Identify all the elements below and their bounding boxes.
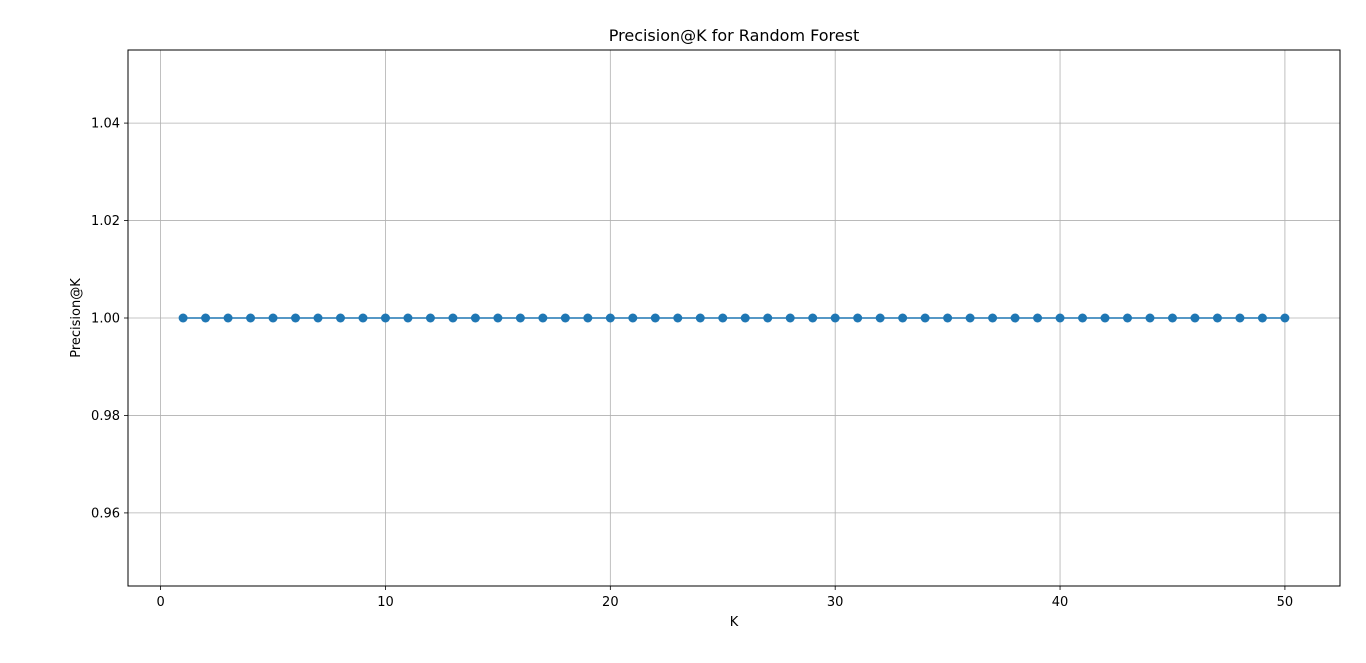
data-point — [740, 313, 750, 323]
data-point — [313, 313, 323, 323]
data-point — [1212, 313, 1222, 323]
data-point — [201, 313, 211, 323]
data-point — [538, 313, 548, 323]
data-point — [403, 313, 413, 323]
data-point — [515, 313, 525, 323]
data-point — [425, 313, 435, 323]
x-tick-label: 20 — [602, 595, 619, 610]
data-point — [965, 313, 975, 323]
data-point — [470, 313, 480, 323]
data-point — [1280, 313, 1290, 323]
data-point — [875, 313, 885, 323]
data-point — [1033, 313, 1043, 323]
data-point — [493, 313, 503, 323]
data-point — [808, 313, 818, 323]
data-point — [1167, 313, 1177, 323]
data-point — [380, 313, 390, 323]
x-axis-label: K — [730, 615, 739, 630]
data-point — [1235, 313, 1245, 323]
data-point — [718, 313, 728, 323]
y-tick-label: 0.98 — [91, 409, 120, 424]
x-tick-label: 10 — [377, 595, 394, 610]
data-point — [1257, 313, 1267, 323]
data-point — [898, 313, 908, 323]
data-point — [335, 313, 345, 323]
x-tick-label: 30 — [827, 595, 844, 610]
data-point — [223, 313, 233, 323]
data-point — [291, 313, 301, 323]
data-point — [358, 313, 368, 323]
series-layer — [178, 313, 1290, 323]
data-point — [560, 313, 570, 323]
data-point — [1055, 313, 1065, 323]
data-point — [673, 313, 683, 323]
data-point — [178, 313, 188, 323]
data-point — [1078, 313, 1088, 323]
data-point — [785, 313, 795, 323]
data-point — [1010, 313, 1020, 323]
y-tick-label: 0.96 — [91, 506, 120, 521]
data-point — [695, 313, 705, 323]
data-point — [605, 313, 615, 323]
x-tick-label: 40 — [1052, 595, 1069, 610]
data-point — [853, 313, 863, 323]
data-point — [268, 313, 278, 323]
data-point — [1190, 313, 1200, 323]
y-tick-label: 1.04 — [91, 117, 120, 132]
data-point — [943, 313, 953, 323]
data-point — [448, 313, 458, 323]
data-point — [988, 313, 998, 323]
x-tick-label: 0 — [156, 595, 164, 610]
data-point — [1123, 313, 1133, 323]
data-point — [583, 313, 593, 323]
y-axis-ticks: 0.96 0.98 1.00 1.02 1.04 — [91, 117, 128, 521]
data-point — [830, 313, 840, 323]
data-point — [246, 313, 256, 323]
data-point — [1145, 313, 1155, 323]
y-axis-label: Precision@K — [69, 278, 84, 358]
y-tick-label: 1.02 — [91, 214, 120, 229]
y-tick-label: 1.00 — [91, 312, 120, 327]
x-tick-label: 50 — [1277, 595, 1294, 610]
data-point — [920, 313, 930, 323]
chart-title: Precision@K for Random Forest — [609, 26, 859, 45]
data-point — [1100, 313, 1110, 323]
data-point — [763, 313, 773, 323]
data-point — [628, 313, 638, 323]
data-point — [650, 313, 660, 323]
x-axis-ticks: 0 10 20 30 40 50 — [156, 586, 1293, 610]
